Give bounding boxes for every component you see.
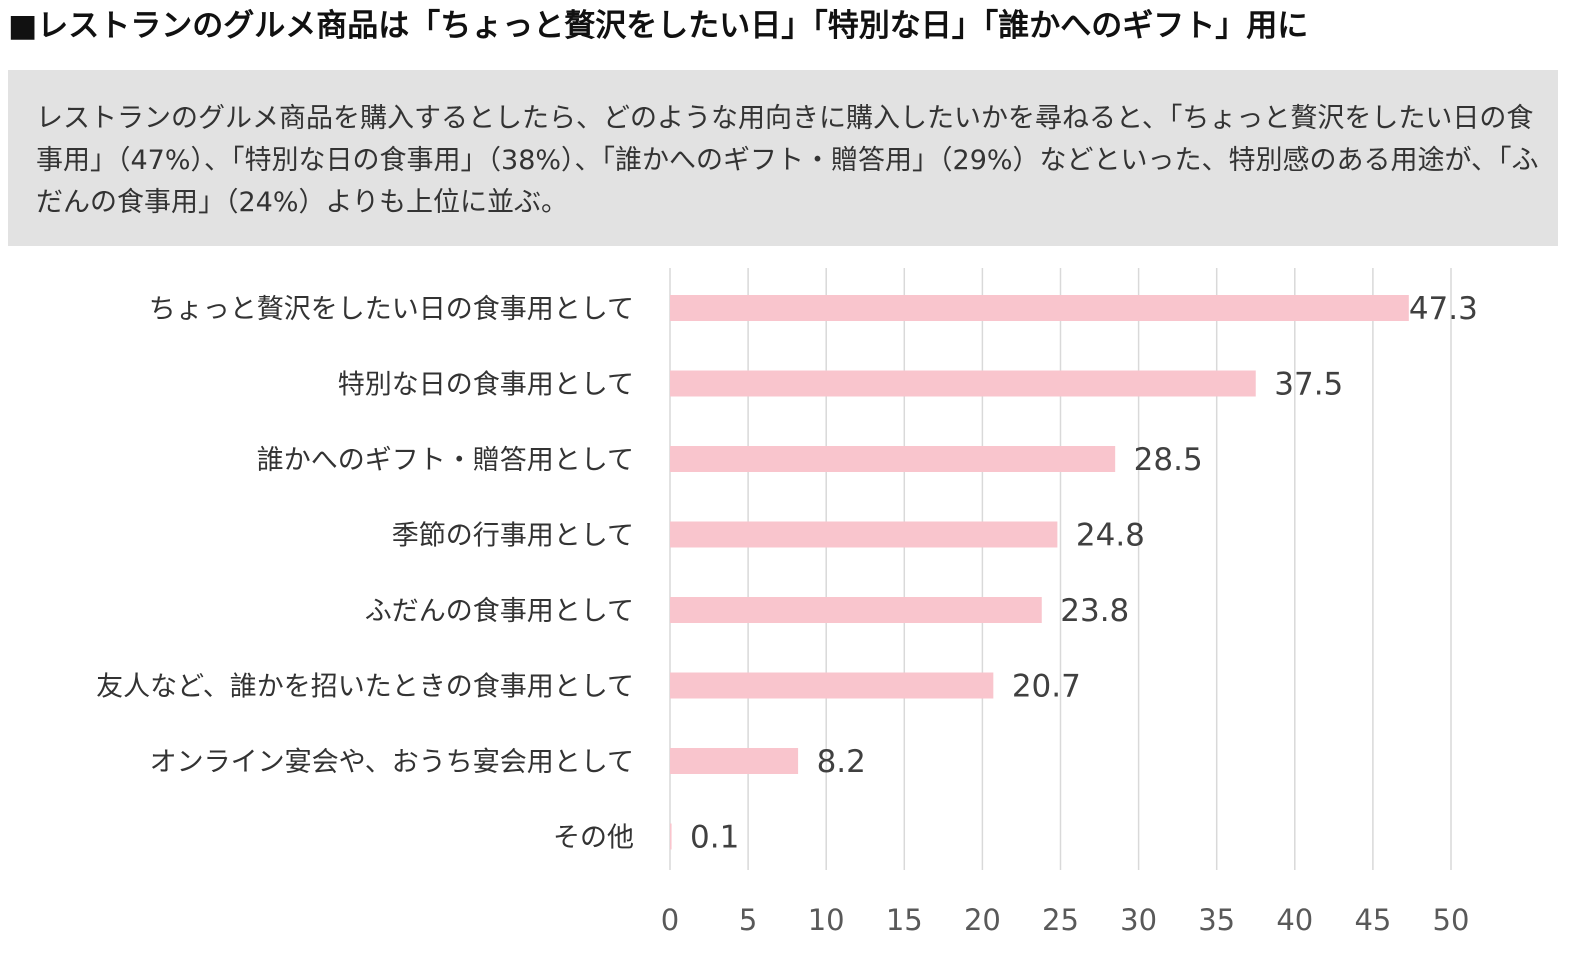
bar: [670, 521, 1058, 548]
x-tick-label: 35: [1198, 903, 1235, 937]
data-label: 28.5: [1134, 442, 1203, 478]
x-axis-ticks: 0 5 10 15 20 25 30 35 40 45 50: [661, 903, 1470, 937]
data-label: 37.5: [1274, 367, 1343, 403]
x-tick-label: 45: [1354, 903, 1391, 937]
data-label: 0.1: [690, 820, 739, 856]
bar: [670, 446, 1116, 472]
data-label: 47.3: [1409, 291, 1478, 327]
bar-chart: 47.3 37.5 28.5 24.8 23.8 20.7 8.2 0.1 ちょっと贅沢をした…: [96, 268, 1478, 937]
data-label: 24.8: [1076, 518, 1145, 554]
x-tick-label: 15: [886, 903, 923, 937]
bar: [670, 370, 1256, 397]
category-label: その他: [553, 823, 634, 854]
bar: [670, 823, 672, 850]
category-label: 特別な日の食事用として: [338, 370, 634, 401]
bar: [670, 597, 1042, 623]
data-label: 8.2: [817, 744, 866, 780]
data-label: 23.8: [1060, 593, 1129, 629]
x-tick-label: 40: [1276, 903, 1313, 937]
bars: [670, 295, 1409, 850]
x-tick-label: 25: [1042, 903, 1079, 937]
bar: [670, 295, 1409, 321]
x-tick-label: 10: [808, 903, 845, 937]
page-headline: ■レストランのグルメ商品は「ちょっと贅沢をしたい日」「特別な日」「誰かへのギフト…: [8, 8, 1309, 44]
bar: [670, 748, 799, 774]
x-tick-label: 20: [964, 903, 1001, 937]
category-label: 友人など、誰かを招いたときの食事用として: [96, 672, 634, 703]
category-label: オンライン宴会や、おうち宴会用として: [150, 747, 634, 778]
bar: [670, 672, 994, 699]
category-labels: ちょっと贅沢をしたい日の食事用として特別な日の食事用として誰かへのギフト・贈答用…: [96, 294, 634, 854]
category-label: 季節の行事用として: [392, 521, 634, 552]
x-tick-label: 50: [1433, 903, 1470, 937]
x-tick-label: 5: [739, 903, 757, 937]
summary-text: レストランのグルメ商品を購入するとしたら、どのような用向きに購入したいかを尋ねる…: [36, 103, 1539, 218]
summary-box: レストランのグルメ商品を購入するとしたら、どのような用向きに購入したいかを尋ねる…: [8, 70, 1558, 246]
category-label: 誰かへのギフト・贈答用として: [257, 445, 634, 476]
data-label: 20.7: [1012, 669, 1081, 705]
category-label: ふだんの食事用として: [365, 596, 634, 627]
category-label: ちょっと贅沢をしたい日の食事用として: [149, 294, 634, 325]
x-tick-label: 30: [1120, 903, 1157, 937]
grid-lines: [669, 268, 1452, 870]
data-labels: 47.3 37.5 28.5 24.8 23.8 20.7 8.2 0.1: [690, 291, 1478, 856]
x-tick-label: 0: [661, 903, 679, 937]
